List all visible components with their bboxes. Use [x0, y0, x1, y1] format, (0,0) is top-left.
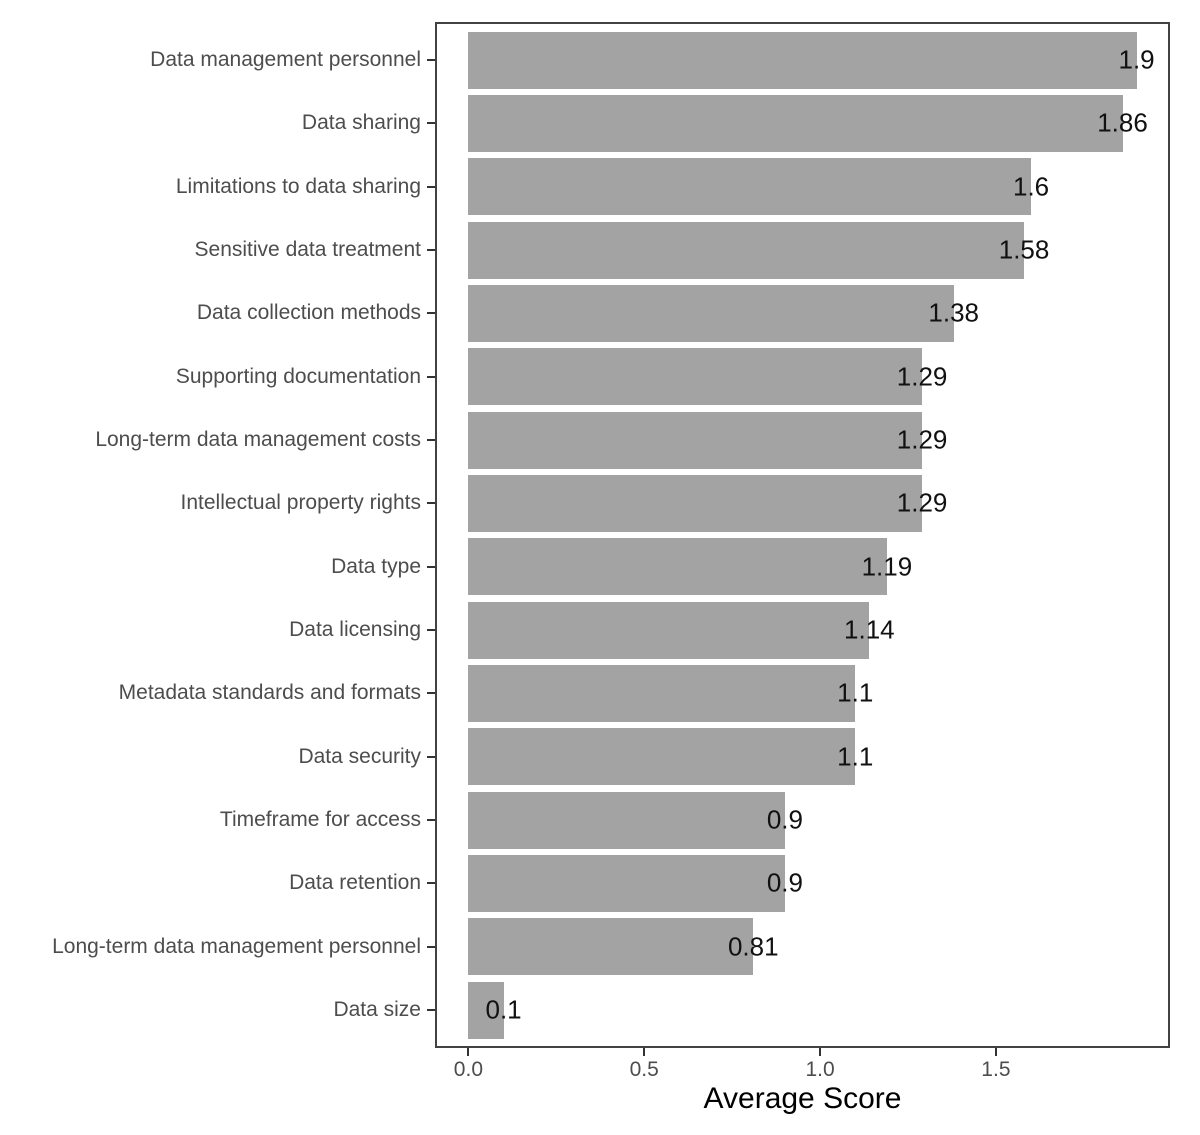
y-axis-label: Sensitive data treatment: [194, 238, 421, 261]
y-axis-label: Supporting documentation: [175, 364, 421, 388]
bar-value-label: 0.81: [727, 931, 779, 962]
bar: [468, 94, 1123, 152]
bar-value-label: 1.29: [896, 424, 948, 455]
y-tick-mark: [427, 59, 435, 61]
y-tick-mark: [427, 882, 435, 885]
bar-value-label: 1.38: [928, 297, 980, 328]
bar-value-label: 1.29: [896, 487, 948, 518]
bar-value-label: 1.29: [896, 361, 948, 392]
x-tick-mark: [643, 1048, 646, 1056]
bar-value-label: 1.9: [1118, 44, 1155, 75]
y-tick-mark: [427, 629, 435, 631]
x-tick-label: 0.5: [629, 1058, 659, 1081]
y-axis-label: Data retention: [289, 871, 421, 895]
y-tick-mark: [427, 755, 435, 758]
y-axis-label: Data sharing: [301, 111, 421, 135]
bar: [468, 918, 754, 976]
y-tick-mark: [427, 439, 435, 441]
bar: [468, 158, 1032, 216]
bar: [468, 284, 954, 342]
y-axis-label: Data collection methods: [196, 301, 421, 325]
y-axis-label: Intellectual property rights: [180, 491, 421, 515]
y-tick-mark: [427, 249, 435, 251]
bar: [468, 854, 785, 912]
bar: [468, 31, 1137, 89]
bar: [468, 411, 923, 469]
x-tick-mark: [819, 1048, 822, 1056]
y-axis-label: Long-term data management costs: [95, 428, 421, 451]
bar-value-label: 1.58: [998, 234, 1050, 265]
y-tick-mark: [427, 375, 435, 378]
bar-value-label: 1.1: [837, 741, 874, 772]
y-axis-label: Data size: [333, 998, 421, 1021]
y-tick-mark: [427, 565, 435, 568]
bar: [468, 538, 887, 596]
bar-value-label: 0.1: [485, 994, 522, 1025]
y-tick-mark: [427, 692, 435, 695]
bar-value-label: 0.9: [766, 867, 803, 898]
bar: [468, 221, 1025, 279]
y-axis-label: Data type: [331, 554, 421, 578]
y-tick-mark: [427, 122, 435, 125]
bar: [468, 348, 923, 406]
y-tick-mark: [427, 819, 435, 821]
bar-value-label: 1.86: [1097, 107, 1148, 138]
bar: [468, 791, 785, 849]
bar-value-label: 1.1: [837, 677, 874, 708]
bar-value-label: 0.9: [766, 804, 803, 835]
y-axis-label: Long-term data management personnel: [52, 934, 421, 958]
y-axis-label: Limitations to data sharing: [175, 174, 421, 198]
y-axis-label: Metadata standards and formats: [118, 681, 421, 705]
x-tick-label: 0.0: [453, 1058, 484, 1081]
bar: [468, 664, 856, 722]
y-tick-mark: [427, 502, 435, 505]
x-tick-label: 1.5: [981, 1058, 1011, 1081]
y-axis-label: Timeframe for access: [219, 808, 421, 831]
bar-value-label: 1.14: [844, 614, 895, 645]
bar-value-label: 1.19: [861, 551, 913, 582]
y-axis-label: Data licensing: [289, 618, 421, 641]
x-axis-title: Average Score: [703, 1082, 902, 1115]
y-tick-mark: [427, 1009, 435, 1011]
bar: [468, 601, 870, 659]
y-tick-mark: [427, 185, 435, 188]
bar: [468, 981, 504, 1039]
y-axis-label: Data security: [298, 744, 421, 768]
bar: [468, 728, 856, 786]
y-tick-mark: [427, 945, 435, 948]
y-axis-label: Data management personnel: [150, 48, 421, 71]
y-tick-mark: [427, 312, 435, 315]
bar-value-label: 1.6: [1013, 171, 1050, 202]
x-tick-mark: [467, 1048, 470, 1056]
x-tick-label: 1.0: [805, 1058, 835, 1081]
bar: [468, 474, 923, 532]
x-tick-mark: [994, 1048, 997, 1056]
